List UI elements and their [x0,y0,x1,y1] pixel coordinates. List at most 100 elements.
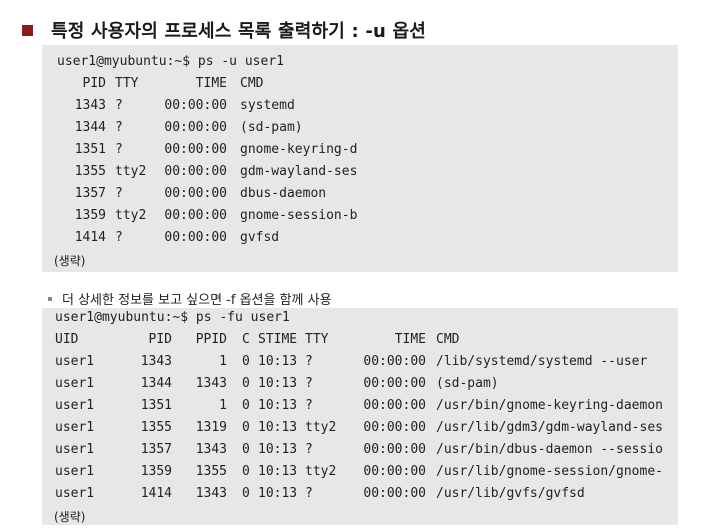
cell-pid: 1359 [74,208,106,223]
cell-stime: 10:13 [258,442,298,457]
cell-cmd: /usr/lib/gnome-session/gnome- [436,464,663,479]
cell-cmd: /usr/bin/dbus-daemon --sessio [436,442,663,457]
cell-uid: user1 [55,464,95,479]
cell-time: 00:00:00 [164,98,227,113]
table-row: 1355 tty2 00:00:00 gdm-wayland-ses [42,162,678,182]
cell-ppid: 1 [219,354,227,369]
cell-uid: user1 [55,354,95,369]
cell-tty: ? [115,142,123,157]
cell-stime: 10:13 [258,376,298,391]
table-row: 1344? 00:00:00 (sd-pam) [42,118,678,138]
cell-time: 00:00:00 [363,376,426,391]
command-prompt: user1@myubuntu:~$ ps -u user1 [57,54,284,69]
cell-time: 00:00:00 [164,142,227,157]
cell-tty: tty2 [305,420,337,435]
cell-ppid: 1 [219,398,227,413]
cell-ppid: 1343 [195,486,227,501]
cell-uid: user1 [55,442,95,457]
table-row: 1414? 00:00:00 gvfsd [42,228,678,248]
cell-pid: 1344 [140,376,172,391]
header-cmd: CMD [436,332,460,347]
cell-pid: 1343 [140,354,172,369]
cell-ppid: 1343 [195,376,227,391]
cell-c: 0 [242,464,250,479]
cell-pid: 1357 [140,442,172,457]
table-row: user1 1414 1343 0 10:13? 00:00:00/usr/lib/gvf… [42,484,678,504]
cell-tty: ? [305,376,313,391]
small-square-bullet-icon [48,296,52,301]
cell-c: 0 [242,420,250,435]
cell-pid: 1414 [74,230,106,245]
cell-pid: 1344 [74,120,106,135]
table-header: UID PID PPID C STIME TTY TIME CMD [42,330,678,350]
cell-tty: ? [305,398,313,413]
cell-tty: ? [305,354,313,369]
cell-cmd: gvfsd [240,230,280,245]
cell-pid: 1343 [74,98,106,113]
header-time: TIME [394,332,426,347]
cell-c: 0 [242,354,250,369]
cell-stime: 10:13 [258,464,298,479]
cell-pid: 1357 [74,186,106,201]
subtitle-text: 더 상세한 정보를 보고 싶으면 -f 옵션을 함께 사용 [62,293,332,308]
cell-time: 00:00:00 [363,354,426,369]
table-row: user1 1351 1 0 10:13? 00:00:00/usr/bin/gnome-… [42,396,678,416]
cell-tty: ? [305,486,313,501]
header-uid: UID [55,332,79,347]
table-header: PID TTY TIME CMD [42,74,678,94]
cell-stime: 10:13 [258,354,298,369]
cell-tty: ? [115,186,123,201]
terminal-output-ps-u: user1@myubuntu:~$ ps -u user1 PID TTY TI… [42,45,678,272]
cell-time: 00:00:00 [363,442,426,457]
cell-cmd: /lib/systemd/systemd --user [436,354,648,369]
omitted-note: (생략) [54,510,86,524]
cell-pid: 1355 [140,420,172,435]
cell-cmd: systemd [240,98,295,113]
cell-cmd: (sd-pam) [240,120,303,135]
cell-time: 00:00:00 [164,164,227,179]
cell-uid: user1 [55,420,95,435]
cell-stime: 10:13 [258,486,298,501]
header-pid: PID [82,76,106,91]
cell-c: 0 [242,486,250,501]
cell-c: 0 [242,376,250,391]
cell-time: 00:00:00 [363,486,426,501]
command-prompt: user1@myubuntu:~$ ps -fu user1 [55,310,290,325]
cell-c: 0 [242,398,250,413]
cell-cmd: /usr/lib/gdm3/gdm-wayland-ses [436,420,663,435]
cell-tty: ? [115,230,123,245]
cell-pid: 1355 [74,164,106,179]
cell-time: 00:00:00 [363,464,426,479]
header-cmd: CMD [240,76,264,91]
header-stime: STIME [258,332,298,347]
cell-stime: 10:13 [258,420,298,435]
cell-cmd: dbus-daemon [240,186,327,201]
cell-uid: user1 [55,398,95,413]
cell-c: 0 [242,442,250,457]
header-time: TIME [195,76,227,91]
cell-uid: user1 [55,486,95,501]
terminal-output-ps-fu: user1@myubuntu:~$ ps -fu user1 UID PID P… [42,308,678,525]
omitted-note: (생략) [54,254,86,268]
cell-time: 00:00:00 [164,230,227,245]
cell-tty: tty2 [115,208,147,223]
table-row: user1 1355 1319 0 10:13 tty2 00:00:00/usr/lib/… [42,418,678,438]
cell-cmd: gnome-keyring-d [240,142,358,157]
cell-tty: ? [115,98,123,113]
table-row: user1 1357 1343 0 10:13? 00:00:00/usr/bin/dbu… [42,440,678,460]
slide-title: 특정 사용자의 프로세스 목록 출력하기 : -u 옵션 [22,16,426,44]
cell-time: 00:00:00 [363,398,426,413]
cell-tty: tty2 [305,464,337,479]
cell-time: 00:00:00 [164,120,227,135]
header-tty: TTY [115,76,139,91]
table-row: 1351? 00:00:00 gnome-keyring-d [42,140,678,160]
cell-cmd: (sd-pam) [436,376,499,391]
cell-time: 00:00:00 [164,208,227,223]
header-ppid: PPID [195,332,227,347]
cell-cmd: gnome-session-b [240,208,358,223]
subtitle: 더 상세한 정보를 보고 싶으면 -f 옵션을 함께 사용 [48,289,332,308]
cell-cmd: /usr/lib/gvfs/gvfsd [436,486,585,501]
table-row: user1 1359 1355 0 10:13 tty2 00:00:00/usr/lib/… [42,462,678,482]
cell-pid: 1414 [140,486,172,501]
header-c: C [242,332,250,347]
